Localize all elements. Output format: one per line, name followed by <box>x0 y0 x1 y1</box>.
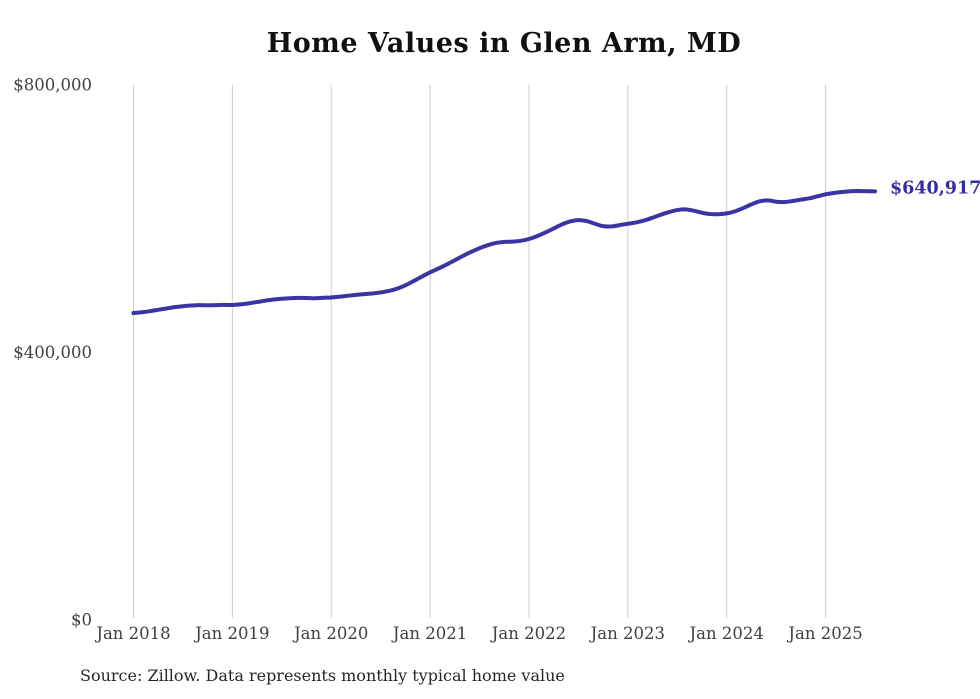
y-tick-label: $400,000 <box>13 343 92 362</box>
x-tick-label: Jan 2019 <box>193 624 269 643</box>
x-tick-label: Jan 2021 <box>391 624 467 643</box>
x-tick-label: Jan 2022 <box>490 624 566 643</box>
source-note: Source: Zillow. Data represents monthly … <box>80 666 565 685</box>
x-tick-label: Jan 2025 <box>786 624 862 643</box>
y-tick-label: $800,000 <box>13 76 92 95</box>
x-tick-label: Jan 2020 <box>292 624 368 643</box>
end-value-label: $640,917 <box>890 178 980 198</box>
value-line <box>131 189 877 316</box>
y-tick-label: $0 <box>71 611 92 630</box>
chart-title: Home Values in Glen Arm, MD <box>266 28 742 59</box>
x-tick-label: Jan 2024 <box>688 624 764 643</box>
x-tick-label: Jan 2018 <box>94 624 170 643</box>
x-tick-label: Jan 2023 <box>589 624 665 643</box>
